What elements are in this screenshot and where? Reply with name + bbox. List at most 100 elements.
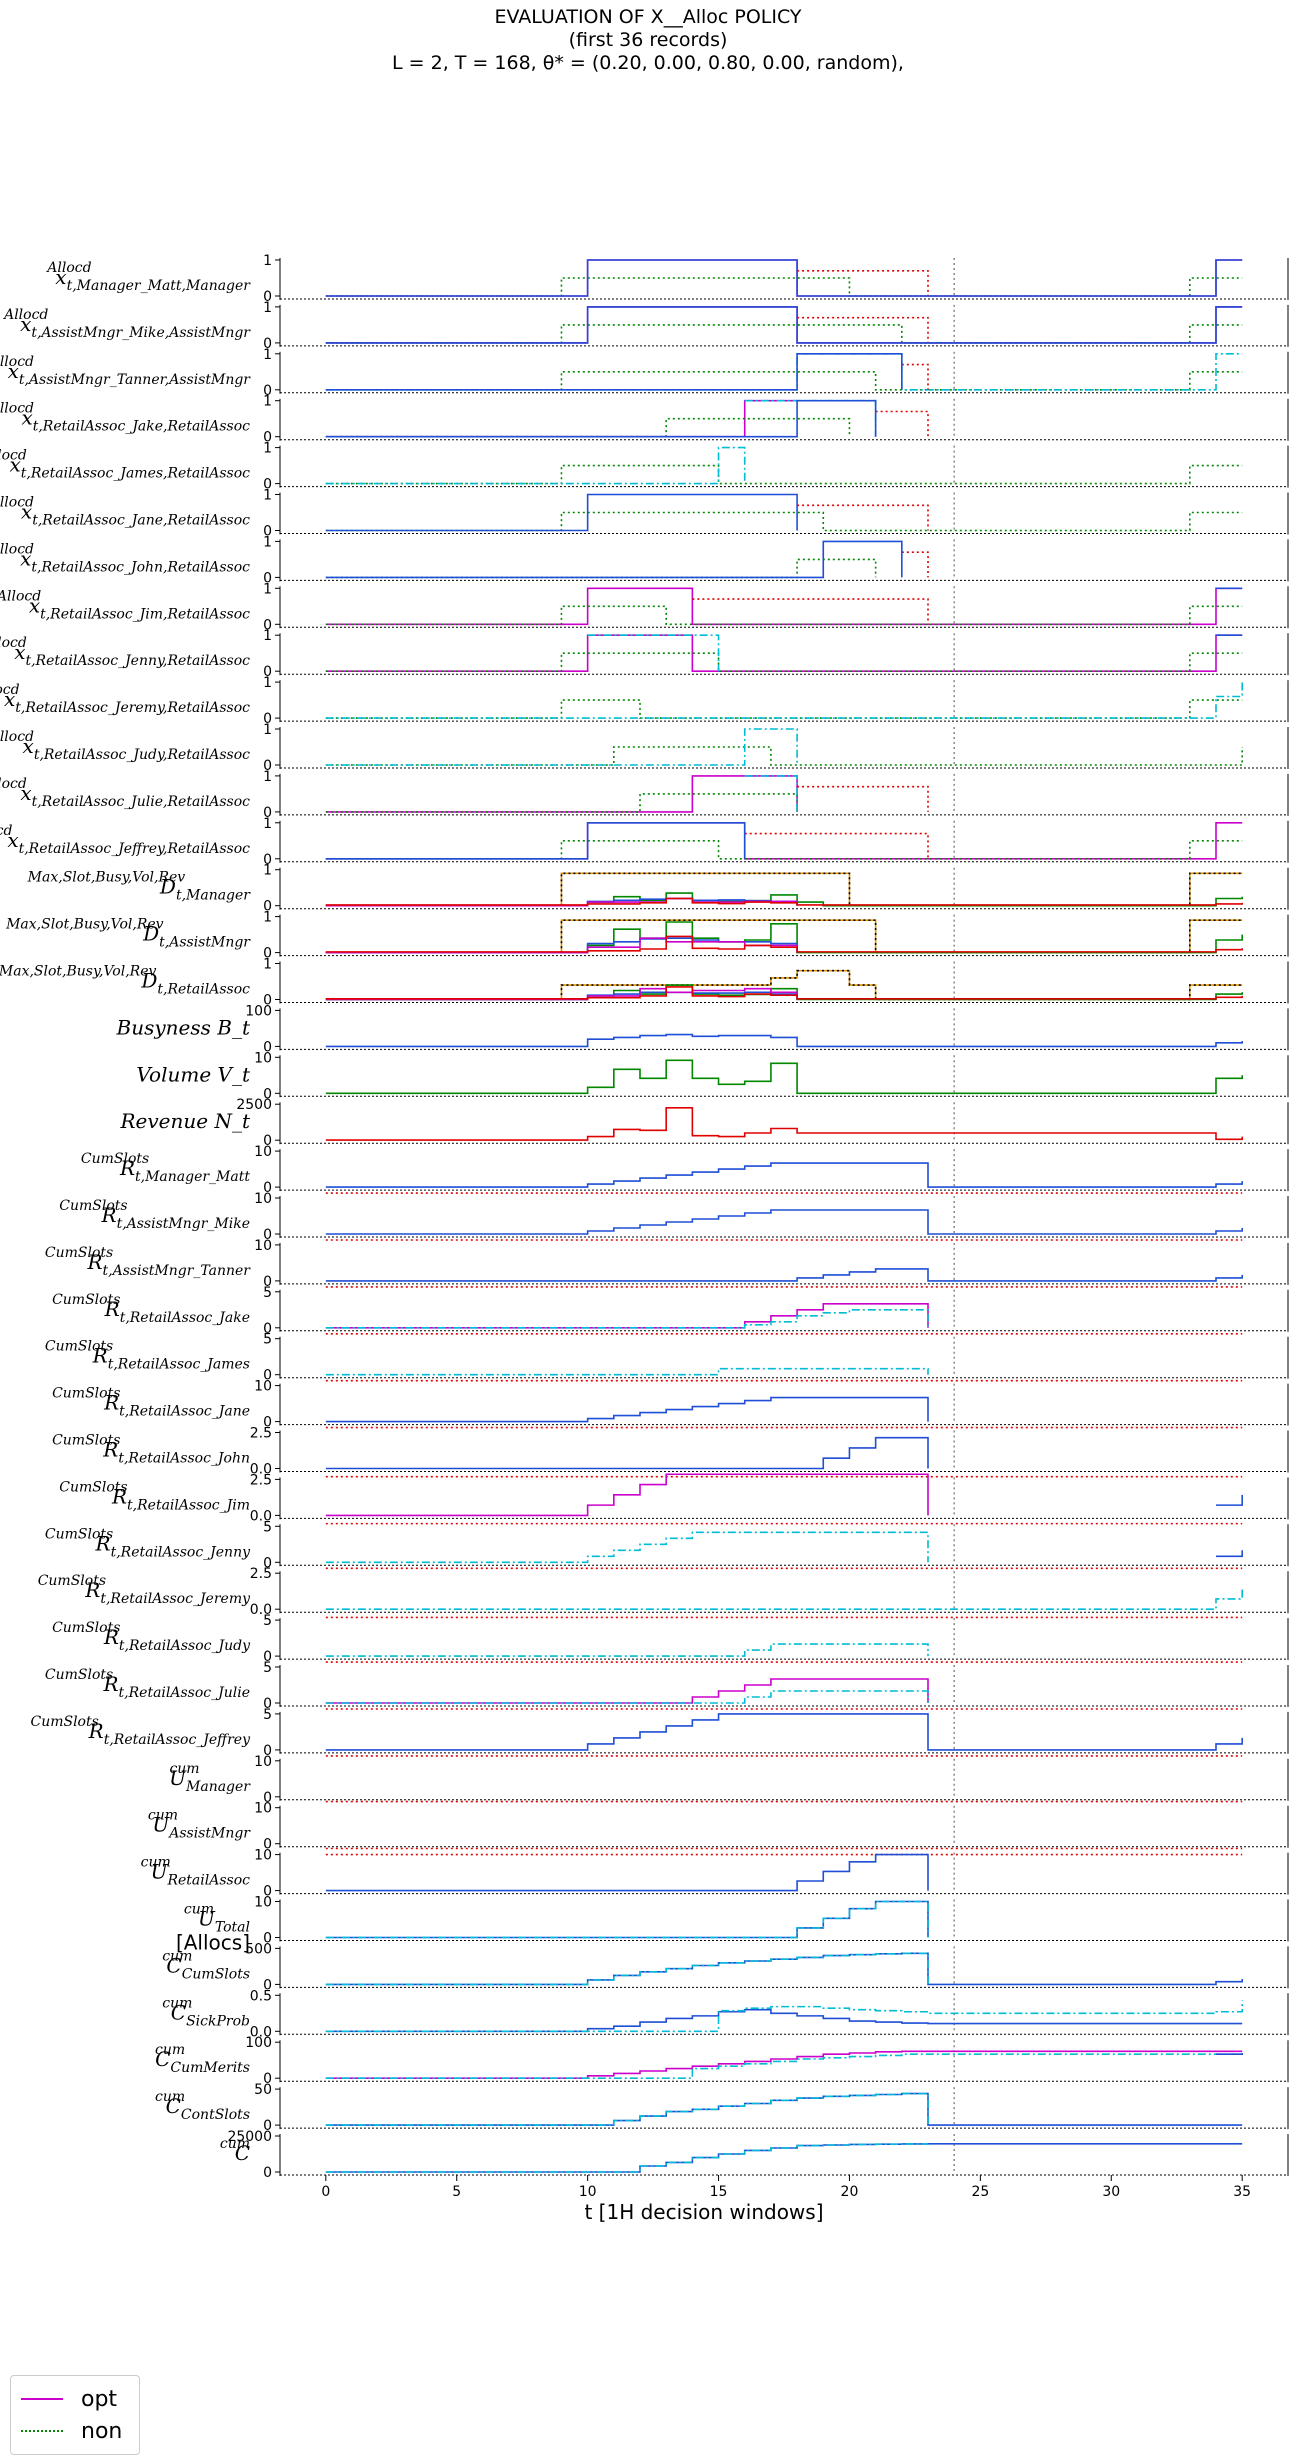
y-tick-label: 1: [263, 441, 272, 457]
y-axis-label: Rt,RetailAssoc_Jeffrey: [88, 1719, 251, 1748]
y-axis-label-sup: cum: [184, 1902, 214, 1918]
series-line-2: [325, 969, 1243, 1001]
series-line-4: [797, 785, 929, 812]
y-axis-label: xt,RetailAssoc_Judy,RetailAssoc: [23, 734, 251, 763]
series-line-2: [325, 1713, 1243, 1751]
y-tick-label: 1: [263, 347, 272, 363]
series-non: [325, 558, 877, 579]
y-tick-label: 1: [263, 628, 272, 644]
y-tick-label: 2.5: [250, 1472, 272, 1488]
series-line-2: [325, 2143, 929, 2173]
y-tick-label: 0.0: [250, 1508, 272, 1524]
series-non: [325, 417, 851, 438]
series-line-2: [325, 1396, 929, 1423]
y-tick-label: 10: [254, 1238, 272, 1254]
y-tick-label: 1: [263, 675, 272, 691]
y-axis-label: Dt,Manager: [159, 875, 251, 904]
y-tick-label: 1: [263, 769, 272, 785]
y-tick-label: 1: [263, 253, 272, 269]
series-line-3: [325, 921, 1243, 954]
y-tick-label: 0: [263, 2165, 272, 2181]
series-line-2: [325, 1268, 1243, 1282]
y-tick-label: 0.0: [250, 1602, 272, 1618]
series-opt: [325, 399, 798, 438]
y-tick-label: 0: [263, 664, 272, 680]
y-axis-label: Dt,AssistMngr: [142, 922, 251, 951]
y-axis-label: CContSlots: [166, 2094, 250, 2123]
legend-label-non: non: [81, 2418, 123, 2444]
series-line-2: [325, 1473, 929, 1517]
legend-swatch-opt: [21, 2398, 63, 2400]
y-axis-label-sup: cum: [162, 1995, 192, 2011]
x-tick-label: 25: [971, 2184, 989, 2200]
series-line-3: [1216, 1494, 1243, 1506]
y-axis-label-sup: CumSlots: [59, 1198, 127, 1214]
series-line-6: [325, 986, 1243, 1000]
y-axis-label-sup: Max,Slot,Busy,Vol,Rev: [27, 870, 186, 886]
y-tick-label: 0: [263, 805, 272, 821]
y-axis-label: CCumSlots: [166, 1953, 250, 1982]
y-tick-label: 0: [263, 899, 272, 915]
y-axis-label: Busyness B_t: [116, 1015, 251, 1039]
y-tick-label: 0: [263, 1321, 272, 1337]
series-line-5: [325, 399, 877, 438]
y-tick-label: 5: [263, 1332, 272, 1348]
y-axis-label: Dt,RetailAssoc: [140, 969, 250, 998]
y-axis-label-sup: CumSlots: [45, 1245, 113, 1261]
y-tick-label: 1: [263, 910, 272, 926]
y-tick-label: 0: [263, 1837, 272, 1853]
y-axis-label-sup: CumSlots: [45, 1667, 113, 1683]
y-axis-label: CSickProb: [171, 2000, 250, 2029]
series-line-3: [901, 363, 929, 390]
y-tick-label: 0.5: [250, 1988, 272, 2004]
y-axis-label-sup: CumSlots: [52, 1386, 120, 1402]
y-axis-label-sup: CumSlots: [52, 1620, 120, 1636]
y-axis-label-sup: Allocd: [0, 729, 34, 745]
y-tick-label: 1: [263, 957, 272, 973]
y-tick-label: 10: [254, 1191, 272, 1207]
legend-item-opt: opt: [21, 2384, 117, 2414]
series-line-1: [325, 1952, 1243, 1986]
y-tick-label: 0: [263, 524, 272, 540]
y-tick-label: 2500: [236, 1097, 272, 1113]
series-line-2: [325, 2092, 929, 2126]
y-tick-label: 1: [263, 534, 272, 550]
y-tick-label: 5: [263, 1613, 272, 1629]
y-axis-label: UTotal: [198, 1907, 250, 1936]
title-line-3: L = 2, T = 168, θ* = (0.20, 0.00, 0.80, …: [392, 52, 904, 74]
series-non: [325, 793, 798, 813]
y-axis-label: xt,RetailAssoc_Jeremy,RetailAssoc: [4, 687, 250, 716]
series-non: [325, 652, 1243, 672]
series-line-2: [325, 1162, 1243, 1188]
series-line-2: [325, 728, 798, 766]
y-tick-label: 100: [245, 2035, 272, 2051]
y-axis-label-sup: Allocd: [0, 682, 20, 698]
y-tick-label: 0: [263, 617, 272, 633]
y-axis-label-sup: cum: [148, 1808, 178, 1824]
y-axis-label: Rt,RetailAssoc_Jake: [104, 1297, 250, 1326]
y-axis-label: C: [235, 2141, 250, 2165]
y-axis-label-sup: Allocd: [0, 448, 27, 464]
y-axis-label: xt,RetailAssoc_John,RetailAssoc: [20, 546, 250, 575]
y-axis-label-sup: cum: [220, 2136, 250, 2152]
x-axis-label: t [1H decision windows]: [584, 2200, 823, 2224]
x-tick-label: 5: [452, 2184, 461, 2200]
series-line-3: [325, 540, 903, 579]
y-axis-label-sup: Allocd: [0, 776, 27, 792]
series-line-2: [325, 1367, 929, 1376]
series-line-3: [587, 634, 720, 672]
series-line-4: [325, 937, 798, 954]
y-tick-label: 10: [254, 1801, 272, 1817]
y-tick-label: 2.5: [250, 1566, 272, 1582]
